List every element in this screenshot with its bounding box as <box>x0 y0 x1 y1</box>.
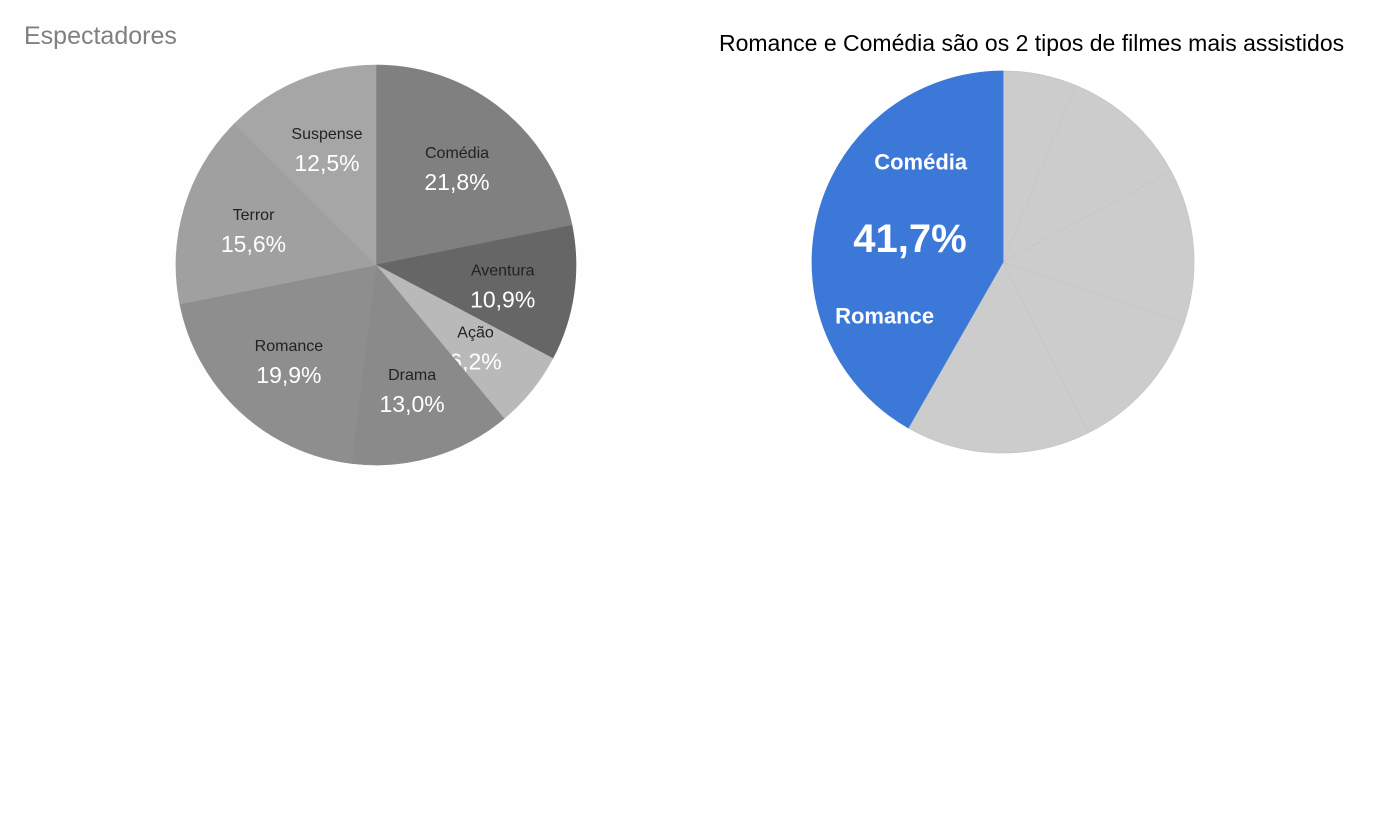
pie-slice-drama <box>351 264 505 466</box>
left-chart-title: Espectadores <box>24 22 177 50</box>
slice-label-aventura: Aventura <box>471 262 535 279</box>
right-pie-chart: Romance Comédia 41,7% <box>811 70 1195 454</box>
slice-label-romance: Romance <box>255 338 324 355</box>
pie-slice-aventura <box>375 224 577 359</box>
slice-label-comedia: Comédia <box>874 149 968 174</box>
slice-label-terror: Terror <box>233 207 275 224</box>
slice-value-suspense: 12,5% <box>294 150 359 176</box>
pie-slice-other-1 <box>1002 84 1172 263</box>
slice-value-terror: 15,6% <box>221 231 286 257</box>
pie-slice-comedia <box>375 64 573 266</box>
pie-slice-romance <box>179 264 377 464</box>
pie-slice-comedia <box>815 70 1004 263</box>
slice-label-drama: Drama <box>388 367 436 384</box>
pie-slice-other-2 <box>1001 170 1195 324</box>
pie-slice-romance <box>811 223 1004 429</box>
slice-label-suspense: Suspense <box>291 126 362 143</box>
highlight-percentage: 41,7% <box>853 217 966 261</box>
slice-label-comedia: Comédia <box>425 145 489 162</box>
slice-label-acao: Ação <box>457 325 494 342</box>
slice-value-romance: 19,9% <box>256 362 321 388</box>
pie-slice-other-3 <box>1002 261 1185 434</box>
right-chart-title: Romance e Comédia são os 2 tipos de film… <box>719 30 1345 56</box>
left-pie-chart: Comédia21,8%Aventura10,9%Ação6,2%Drama13… <box>175 64 577 466</box>
pie-slice-other-4 <box>907 261 1089 454</box>
pie-slice-terror <box>175 123 377 305</box>
slice-value-aventura: 10,9% <box>470 286 535 312</box>
slice-value-comedia: 21,8% <box>424 169 489 195</box>
slice-label-romance: Romance <box>835 304 934 329</box>
slice-value-drama: 13,0% <box>379 391 444 417</box>
pie-slice-suspense <box>234 64 377 266</box>
